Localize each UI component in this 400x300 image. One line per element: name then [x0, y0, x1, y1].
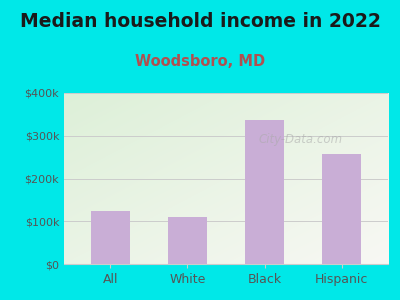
Bar [245, 119, 284, 264]
Text: Median household income in 2022: Median household income in 2022 [20, 12, 380, 31]
Text: Woodsboro, MD: Woodsboro, MD [135, 54, 265, 69]
Text: City-Data.com: City-Data.com [258, 133, 342, 146]
Bar [322, 154, 361, 264]
Bar [91, 211, 130, 264]
Bar [168, 217, 207, 264]
